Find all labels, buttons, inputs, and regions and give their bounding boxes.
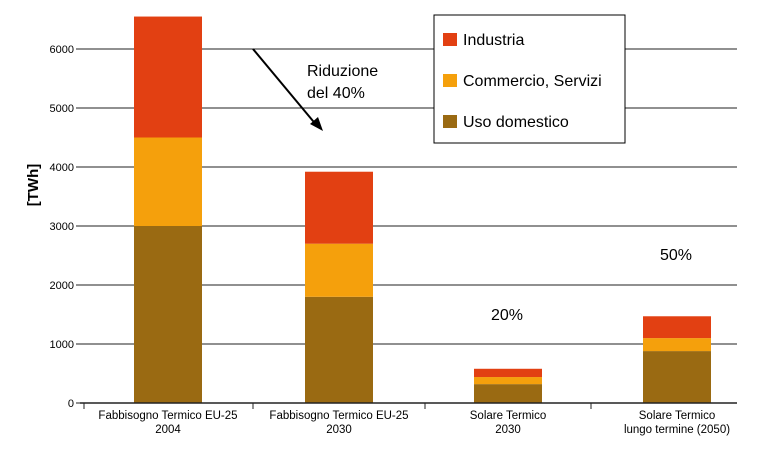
- bar-segment-industria: [474, 368, 542, 378]
- legend: Industria Commercio, Servizi Uso domestico: [433, 14, 626, 144]
- legend-label: Uso domestico: [463, 114, 569, 131]
- reduction-label-line1: Riduzione: [307, 63, 378, 80]
- legend-label: Commercio, Servizi: [463, 73, 602, 90]
- x-tick-label: 2030: [326, 424, 352, 436]
- bar-segment-commercio-servizi: [643, 338, 711, 352]
- y-tick-label: 1000: [50, 339, 74, 351]
- bar-segment-uso-domestico: [134, 226, 202, 403]
- y-tick-label: 4000: [50, 162, 74, 174]
- y-tick-label: 3000: [50, 221, 74, 233]
- bars: [134, 16, 711, 403]
- bar-segment-industria: [134, 16, 202, 138]
- reduction-label-line2: del 40%: [307, 85, 365, 102]
- legend-label: Industria: [463, 32, 524, 49]
- bar-segment-industria: [643, 316, 711, 339]
- bar-segment-uso-domestico: [305, 296, 373, 403]
- bar-segment-uso-domestico: [643, 351, 711, 403]
- solar-2030-share-label: 20%: [491, 307, 523, 324]
- legend-swatch: [443, 74, 457, 87]
- legend-swatch: [443, 33, 457, 46]
- y-tick-label: 5000: [50, 103, 74, 115]
- y-tick-label: 2000: [50, 280, 74, 292]
- y-tick-label: 6000: [50, 44, 74, 56]
- reduction-arrow: [252, 48, 319, 128]
- legend-swatch: [443, 115, 457, 128]
- solar-2050-share-label: 50%: [660, 247, 692, 264]
- x-tick-label: lungo termine (2050): [624, 424, 730, 436]
- bar-segment-industria: [305, 171, 373, 244]
- x-tick-label: Fabbisogno Termico EU-25: [269, 410, 408, 422]
- legend-box: [433, 14, 626, 144]
- x-tick-label: Fabbisogno Termico EU-25: [98, 410, 237, 422]
- bar-segment-commercio-servizi: [305, 243, 373, 297]
- bar-segment-uso-domestico: [474, 384, 542, 403]
- x-tick-label: 2030: [495, 424, 521, 436]
- x-tick-label: Solare Termico: [470, 410, 547, 422]
- bar-segment-commercio-servizi: [134, 137, 202, 226]
- reduction-arrowhead: [310, 117, 323, 131]
- bar-segment-commercio-servizi: [474, 377, 542, 385]
- y-axis-label: [TWh]: [25, 164, 42, 206]
- y-tick-label: 0: [68, 398, 74, 410]
- x-tick-label: Solare Termico: [639, 410, 716, 422]
- axes: 0 1000 2000 3000 4000 5000 6000 Fabbisogno Term…: [50, 44, 737, 436]
- x-tick-label: 2004: [155, 424, 181, 436]
